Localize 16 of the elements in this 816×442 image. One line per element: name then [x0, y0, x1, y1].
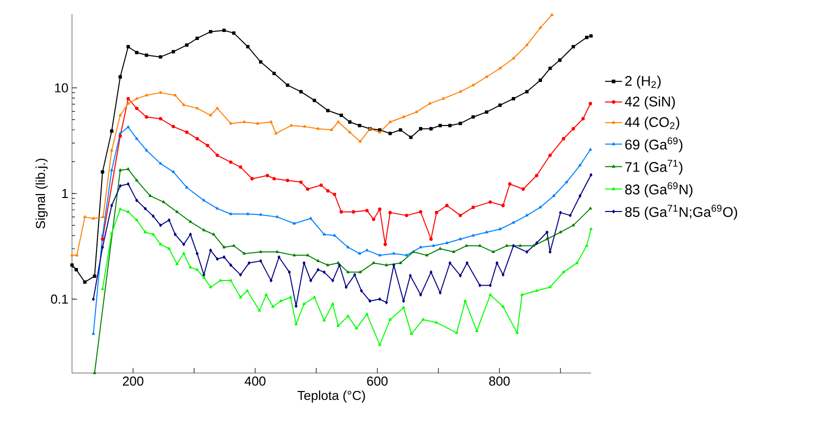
y-axis-title: Signal (lib.j.): [36, 158, 48, 229]
legend-label: 2 (H$_{2}$): [625, 76, 661, 89]
y-tick-label: 10: [55, 83, 68, 92]
x-tick-label: 400: [244, 376, 266, 386]
legend-label: 42 (SiN): [624, 96, 675, 110]
legend-label: 69 (Ga$^{69}$): [625, 137, 682, 152]
x-tick-label: 600: [367, 376, 388, 386]
y-tick-label: 0.1: [50, 294, 68, 304]
x-tick-label: 800: [489, 376, 510, 386]
x-tick-label: 200: [122, 376, 144, 386]
y-tick-label: 1: [62, 189, 68, 198]
legend-label: 85 (Ga$^{71}$N;Ga$^{69}$O): [625, 204, 738, 220]
legend-label: 71 (Ga$^{71}$): [625, 160, 682, 175]
legend-label: 44 (CO$_{2}$): [624, 116, 680, 130]
x-axis-title: Teplota (°C): [298, 390, 365, 403]
legend-label: 83 (Ga$^{69}$N): [625, 182, 692, 198]
